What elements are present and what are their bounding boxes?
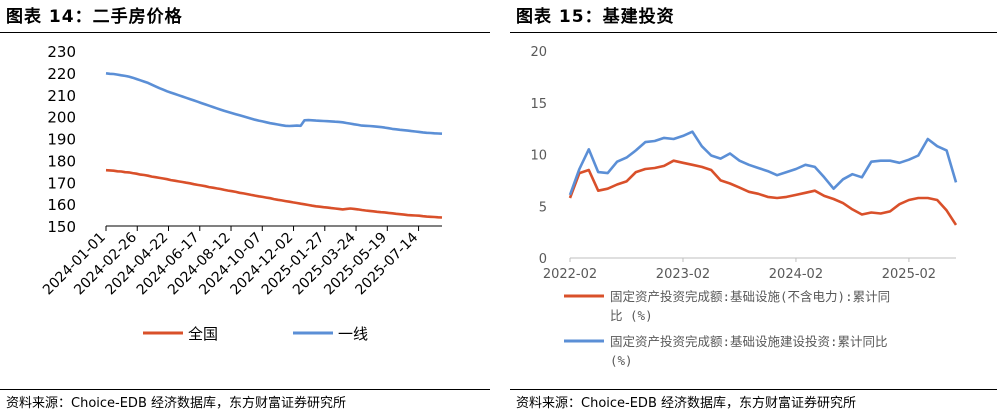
y-tick-label: 210 (47, 87, 76, 105)
y-tick-label: 190 (47, 131, 76, 149)
secondhand-price-chart: 1501601701801902002102202302024-01-01202… (40, 43, 443, 343)
legend-label-infra-construction: 固定资产投资完成额:基础设施建设投资:累计同比 (%) (610, 334, 895, 368)
figure-15-title: 图表 15：基建投资 (516, 7, 675, 27)
y-tick-label: 15 (530, 97, 547, 112)
x-tick-label: 2022-02 (543, 267, 597, 282)
legend-label-infra-ex-power: 固定资产投资完成额:基础设施(不含电力):累计同比 (%) (610, 289, 890, 323)
y-tick-label: 5 (539, 200, 547, 215)
title-divider (510, 32, 997, 33)
figure-14-title: 图表 14：二手房价格 (6, 7, 183, 27)
y-tick-label: 160 (47, 196, 76, 214)
source-note: 资料来源：Choice-EDB 经济数据库，东方财富证券研究所 (6, 396, 346, 411)
y-tick-label: 10 (530, 149, 547, 164)
y-tick-label: 170 (47, 174, 76, 192)
x-tick-label: 2023-02 (656, 267, 710, 282)
infra-ex-power-line (568, 159, 958, 226)
source-note: 资料来源：Choice-EDB 经济数据库，东方财富证券研究所 (516, 396, 856, 411)
y-tick-label: 220 (47, 65, 76, 83)
source-divider (0, 389, 490, 390)
legend-label-national: 全国 (188, 325, 218, 343)
x-tick-label: 2025-02 (882, 267, 936, 282)
y-tick-label: 150 (47, 218, 76, 236)
left-figure-panel: 图表 14：二手房价格 150 160 170 180 190 200 210 220 230 2… (0, 0, 490, 413)
y-tick-label: 180 (47, 152, 76, 170)
infrastructure-investment-chart: 0 5 10 15 20 2022-02 2023-02 2024-02 2025-02 固定资产… (530, 45, 958, 368)
y-tick-label: 230 (47, 43, 76, 61)
source-divider (510, 389, 997, 390)
legend-label-tier1: 一线 (338, 325, 368, 343)
y-tick-label: 20 (530, 45, 547, 60)
national-price-line (105, 168, 443, 219)
right-figure-panel: 图表 15：基建投资 0 5 10 15 20 2022-02 2023-02 2024-02… (510, 0, 997, 413)
x-tick-label: 2024-02 (769, 267, 823, 282)
y-tick-label: 200 (47, 109, 76, 127)
infra-construction-line (568, 130, 958, 196)
y-tick-label: 0 (539, 252, 547, 267)
title-divider (0, 32, 490, 33)
tier1-price-line (105, 72, 443, 135)
